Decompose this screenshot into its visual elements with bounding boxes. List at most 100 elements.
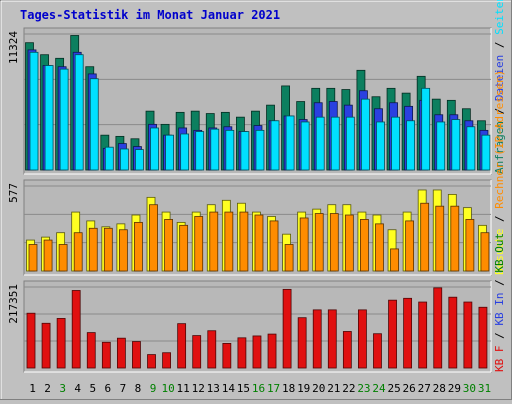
bar-seiten [376,121,385,171]
bar-seiten [315,116,325,171]
bar-seiten [406,120,416,171]
bar-kb-f [418,301,428,369]
legend-entry: / [493,35,506,55]
bar-rechner [224,211,234,272]
x-tick-label: 15 [237,382,250,395]
bar-rechner [284,244,294,272]
bar-kb-f [132,341,141,369]
bar-seiten [150,127,159,171]
x-tick-label: 30 [463,382,476,395]
x-tick-label: 31 [478,382,491,395]
bar-rechner [390,248,399,272]
bar-kb-f [433,287,443,369]
bar-kb-f [162,352,171,369]
x-tick-label: 19 [297,382,310,395]
bar-kb-f [71,290,81,369]
x-tick-label: 17 [267,382,280,395]
legend-entry: Rechner (IP-Adressen) [493,70,506,209]
bar-rechner [360,219,369,272]
bar-kb-f [116,337,126,369]
bar-kb-f [267,333,277,369]
bar-seiten [421,87,431,171]
bar-kb-f [388,299,397,369]
bar-rechner [209,211,219,272]
bar-kb-f [448,296,458,369]
legend-entry: Dateien [493,55,506,101]
bar-seiten [119,148,129,171]
bar-rechner [239,211,249,272]
bar-seiten [29,51,39,171]
x-tick-label: 21 [327,382,340,395]
legend-entry: / [493,273,506,293]
bar-rechner [465,219,475,272]
x-tick-label: 8 [135,382,142,395]
bar-rechner [179,224,189,272]
bar-kb-f [56,318,66,369]
x-tick-label: 29 [448,382,461,395]
legend-entry: / [493,326,506,346]
y-max-label: 11324 [7,31,20,64]
x-tick-label: 9 [150,382,157,395]
bar-seiten [451,119,461,171]
x-tick-label: 5 [89,382,96,395]
legend-visits: Besuche / Rechner (IP-Adressen) [493,70,506,275]
bar-seiten [361,98,370,171]
x-tick-label: 16 [252,382,265,395]
legend-entry: Anfragen [493,121,506,174]
bar-seiten [74,54,84,171]
legend-hits: Anfragen / Dateien / Seiten [493,0,506,174]
bar-rechner [73,232,83,272]
y-max-label: 217351 [7,284,20,324]
bar-rechner [480,232,490,272]
bar-kb-f [41,322,51,369]
bar-rechner [88,227,98,272]
bar-seiten [165,134,174,171]
legend-entry: KB In [493,293,506,326]
bar-kb-f [192,335,202,369]
bar-seiten [391,116,400,171]
bar-seiten [345,116,355,171]
bar-seiten [270,120,280,171]
bar-kb-f [403,297,413,369]
bar-seiten [330,116,340,171]
bar-kb-f [207,330,217,369]
x-tick-label: 11 [177,382,190,395]
x-tick-label: 20 [312,382,325,395]
bar-kb-f [312,309,322,369]
x-tick-label: 24 [372,382,386,395]
legend-entry: / [493,209,506,229]
panel-visits: 577 Besuche / Rechner (IP-Adressen) [7,70,506,276]
x-tick-label: 6 [105,382,112,395]
bar-seiten [210,128,220,171]
bar-kb-f [222,343,232,369]
bar-kb-f [86,332,96,369]
bar-seiten [481,134,491,171]
bar-rechner [103,227,113,272]
legend-entry: KB F [493,346,506,373]
bar-rechner [344,214,354,272]
x-tick-label: 28 [433,382,446,395]
bar-rechner [269,220,279,272]
bar-rechner [405,220,415,272]
legend-traffic: KB F / KB In / KB Out [493,233,506,372]
x-tick-label: 18 [282,382,295,395]
bar-kb-f [342,331,352,369]
x-tick-label: 26 [403,382,416,395]
bar-rechner [254,214,264,272]
x-tick-label: 27 [418,382,431,395]
bar-kb-f [297,317,307,369]
x-tick-label: 14 [222,382,236,395]
bar-rechner [149,204,158,272]
bar-rechner [28,244,38,272]
bar-rechner [194,216,204,272]
x-tick-label: 2 [44,382,51,395]
bar-kb-f [147,354,156,369]
y-max-label: 577 [7,183,20,203]
x-tick-label: 25 [387,382,400,395]
bar-seiten [89,78,99,171]
bar-seiten [285,115,295,171]
x-axis-labels: 1 2 3 4 5 6 7 8 9 10 11 12 13 14 15 16 17 18 19 20 21 22 23 24 2… [29,382,491,395]
bar-seiten [180,133,190,171]
bar-seiten [255,129,265,171]
